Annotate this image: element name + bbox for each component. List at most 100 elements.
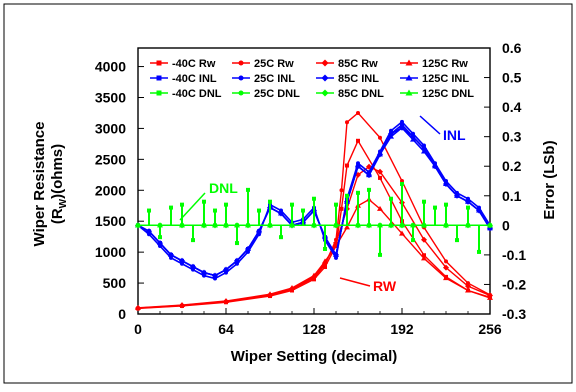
data-point	[157, 240, 163, 246]
data-point	[388, 133, 394, 139]
y-right-tick-label: -0.3	[502, 306, 526, 322]
x-axis-ticks: 0 64 128 192 256	[134, 308, 502, 337]
y-right-tick-label: -0.1	[502, 247, 526, 263]
data-point	[201, 269, 207, 275]
data-point	[356, 110, 360, 115]
y-left-tick-label: 4000	[95, 59, 126, 75]
data-point	[245, 245, 251, 251]
legend-swatch-marker	[321, 59, 329, 67]
annotation-dnl-arrow	[179, 192, 206, 221]
data-point	[400, 119, 404, 124]
dnl-spike-point	[411, 238, 415, 243]
legend-swatch-marker	[238, 60, 244, 66]
dnl-spike-point	[477, 249, 481, 254]
data-point	[212, 272, 218, 278]
data-point	[421, 255, 427, 261]
dnl-spike-point	[312, 196, 316, 201]
y-right-tick-label: 0.3	[502, 129, 522, 145]
data-point	[366, 172, 372, 178]
legend-label: 125C INL	[422, 73, 469, 85]
data-point	[377, 168, 383, 175]
legend-label: 25C DNL	[254, 88, 300, 100]
data-point	[179, 302, 185, 308]
dnl-spike-point	[389, 196, 393, 201]
data-point	[443, 275, 449, 281]
data-point	[323, 264, 327, 269]
dnl-spike-point	[444, 202, 448, 207]
data-point	[267, 291, 273, 297]
data-point	[157, 222, 163, 228]
y-right-tick-label: 0.1	[502, 188, 522, 204]
annotation-rw: RW	[373, 278, 397, 294]
legend-swatch-marker	[405, 74, 413, 81]
annotation-rw-arrow	[339, 277, 371, 287]
legend-swatch-marker	[321, 89, 329, 97]
data-point	[432, 163, 438, 169]
dnl-spike-point	[147, 208, 151, 213]
legend-label: 85C INL	[338, 73, 379, 85]
data-point	[443, 264, 449, 271]
dnl-spike-point	[367, 187, 371, 192]
legend-swatch-marker	[238, 90, 244, 96]
legend-label: -40C Rw	[172, 58, 216, 70]
dnl-spike-point	[334, 202, 338, 207]
dnl-spike-point	[169, 205, 173, 210]
x-tick-label: 128	[302, 321, 326, 337]
data-point	[345, 120, 349, 125]
dnl-spike-point	[213, 208, 217, 213]
data-point	[135, 222, 141, 228]
data-point	[168, 251, 174, 257]
data-point	[355, 163, 361, 169]
dnl-spike-point	[345, 193, 349, 198]
y-right-tick-label: -0.2	[502, 276, 526, 292]
data-point	[444, 259, 448, 264]
annotation-inl-arrow	[419, 115, 441, 135]
dnl-spike-point	[466, 205, 470, 210]
data-point	[256, 228, 262, 234]
data-point	[179, 257, 185, 263]
data-point	[399, 124, 405, 130]
x-tick-label: 256	[478, 321, 502, 337]
dnl-spike-point	[378, 252, 382, 257]
legend-label: -40C DNL	[172, 88, 222, 100]
y-left-tick-label: 2000	[95, 182, 126, 198]
data-point	[356, 138, 360, 143]
y-left-axis-ticks: 0 500 1000 1500 2000 2500 3000 3500 4000	[95, 59, 144, 322]
legend-swatch-marker	[405, 89, 413, 96]
dnl-spike-point	[202, 199, 206, 204]
dnl-spike-point	[301, 208, 305, 213]
data-point	[234, 222, 240, 228]
legend-swatch-marker	[156, 75, 162, 81]
data-point	[487, 294, 493, 300]
data-point	[410, 222, 416, 228]
data-point	[465, 198, 471, 204]
data-point	[378, 135, 382, 140]
data-point	[223, 298, 229, 304]
data-point	[322, 258, 328, 264]
dnl-spike-point	[180, 202, 184, 207]
legend-swatch-marker	[156, 60, 162, 66]
data-point	[234, 257, 240, 263]
data-point	[190, 263, 196, 269]
figure-border	[3, 3, 573, 384]
data-point	[443, 180, 449, 186]
legend-label: 25C INL	[254, 73, 295, 85]
data-point	[377, 205, 383, 211]
y-left-tick-label: 500	[103, 275, 127, 291]
dnl-spike-point	[235, 241, 239, 246]
y-right-tick-label: 0	[502, 217, 510, 233]
dnl-spike-point	[433, 205, 437, 210]
legend-label: 25C Rw	[254, 58, 294, 70]
dnl-spike-point	[455, 238, 459, 243]
legend-label: 125C DNL	[422, 88, 474, 100]
data-point	[146, 228, 152, 234]
x-axis-label: Wiper Setting (decimal)	[231, 348, 398, 365]
legend-label: -40C INL	[172, 73, 217, 85]
data-point	[466, 281, 470, 286]
legend-label: 85C Rw	[338, 58, 378, 70]
x-tick-label: 0	[134, 321, 142, 337]
data-point	[339, 188, 344, 193]
annotation-dnl: DNL	[209, 180, 238, 196]
